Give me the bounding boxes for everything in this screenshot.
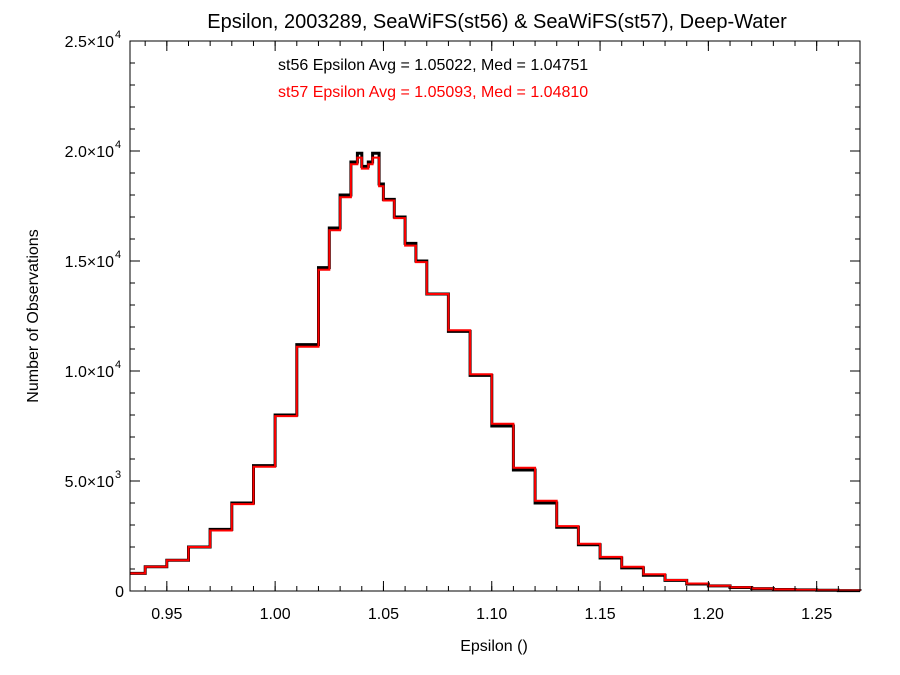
y-tick-exponent: 4	[115, 249, 121, 261]
plot-frame	[129, 40, 861, 592]
x-tick-label: 1.20	[693, 606, 724, 623]
st57-stats-annotation: st57 Epsilon Avg = 1.05093, Med = 1.0481…	[278, 84, 588, 101]
y-tick-label: 2.0×10	[65, 144, 114, 161]
x-tick-label: 1.00	[260, 606, 291, 623]
x-tick-label: 1.05	[368, 606, 399, 623]
y-tick-label: 2.5×10	[65, 34, 114, 51]
x-tick-label: 0.95	[151, 606, 182, 623]
x-axis-label: Epsilon ()	[460, 638, 528, 655]
series-line-st57	[130, 156, 861, 592]
y-tick-exponent: 4	[115, 29, 121, 41]
x-tick-label: 1.25	[801, 606, 832, 623]
st56-stats-annotation: st56 Epsilon Avg = 1.05022, Med = 1.0475…	[278, 57, 588, 74]
series-layer	[130, 151, 862, 593]
y-tick-label: 5.0×10	[65, 474, 114, 491]
y-tick-label: 1.5×10	[65, 254, 114, 271]
chart-title: Epsilon, 2003289, SeaWiFS(st56) & SeaWiF…	[207, 11, 787, 33]
tick-layer: 0.95 1.00 1.05 1.10 1.15 1.20 1.25 0 5.0×10 3 1.0×…	[65, 29, 861, 623]
x-tick-label: 1.10	[476, 606, 507, 623]
series-line-st56	[130, 151, 862, 593]
x-tick-label: 1.15	[584, 606, 615, 623]
y-tick-exponent: 4	[115, 359, 121, 371]
y-tick-label: 1.0×10	[65, 364, 114, 381]
y-tick-exponent: 4	[115, 139, 121, 151]
y-tick-label: 0	[115, 584, 124, 601]
y-tick-exponent: 3	[115, 469, 121, 481]
y-axis-label: Number of Observations	[25, 229, 42, 402]
